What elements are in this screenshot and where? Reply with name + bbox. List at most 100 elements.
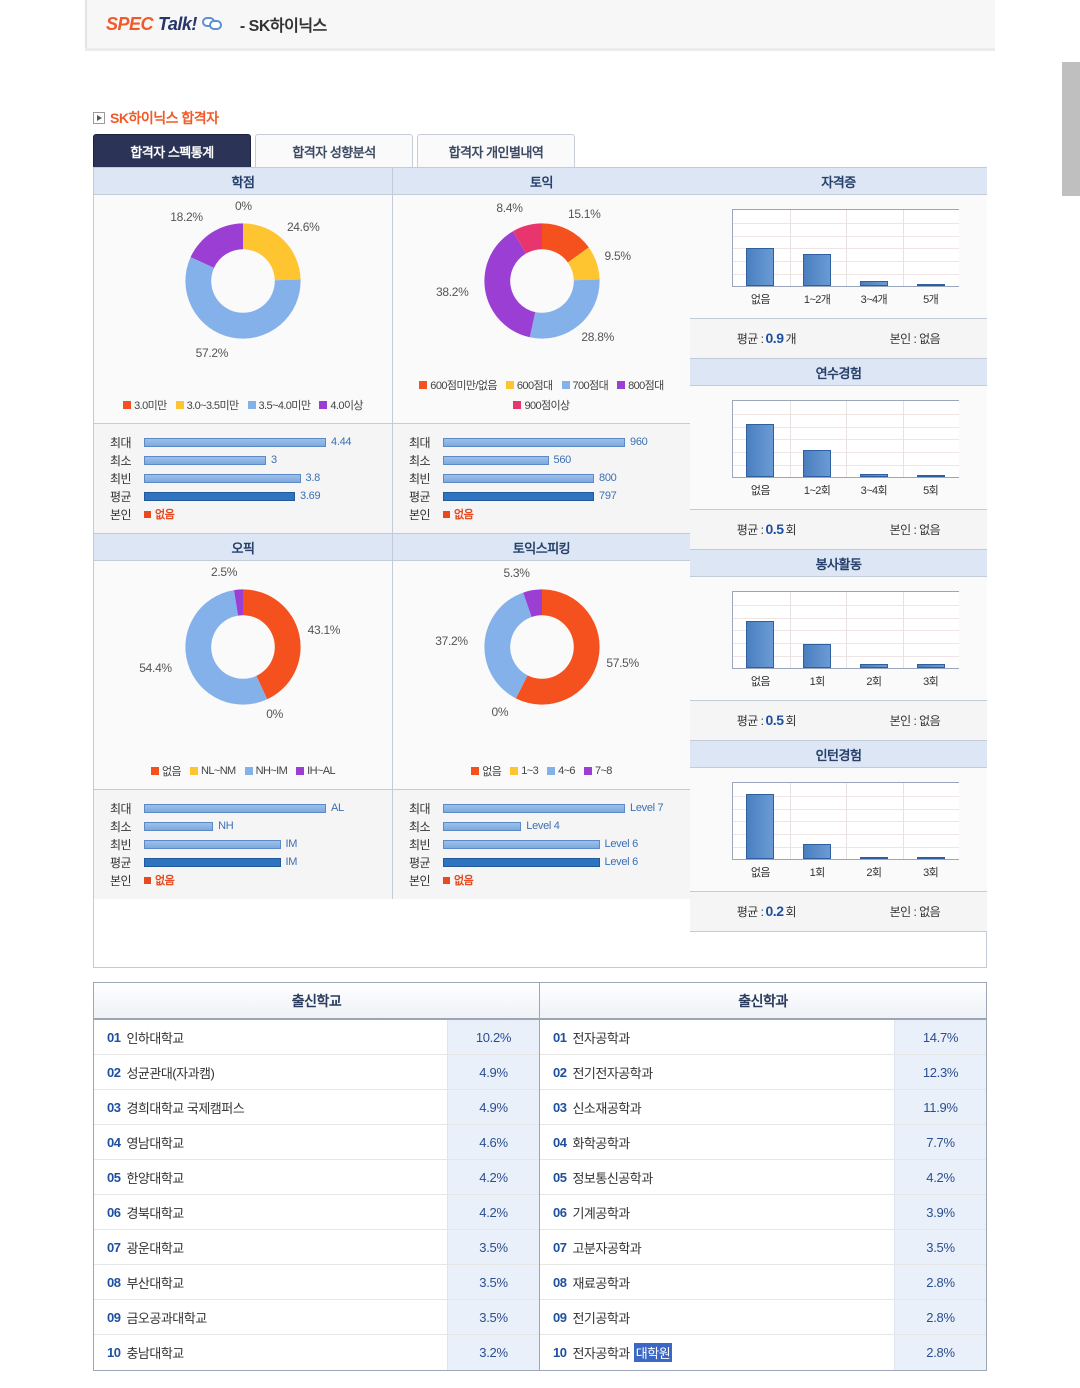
panel-title: 연수경험 bbox=[690, 359, 987, 386]
chart-legend: 없음 1~3 4~6 7~8 bbox=[393, 763, 690, 779]
bar-chart: 없음 1회 2회 3회 bbox=[690, 768, 987, 891]
bar-cell bbox=[789, 591, 846, 668]
table-row[interactable]: 04 영남대학교 4.6% bbox=[94, 1125, 539, 1160]
table-cell-name: 10 충남대학교 bbox=[94, 1343, 447, 1362]
table-entry-name: 고분자공학과 bbox=[572, 1240, 642, 1256]
table-row[interactable]: 03 신소재공학과 11.9% bbox=[540, 1090, 986, 1125]
table-row[interactable]: 04 화학공학과 7.7% bbox=[540, 1125, 986, 1160]
stat-bar-track bbox=[144, 857, 281, 867]
donut-value-label: 0% bbox=[266, 706, 283, 721]
table-row[interactable]: 05 한양대학교 4.2% bbox=[94, 1160, 539, 1195]
table-row[interactable]: 03 경희대학교 국제캠퍼스 4.9% bbox=[94, 1090, 539, 1125]
self-value: 없음 bbox=[155, 875, 175, 887]
spec-panel-2: 토익 15.1% 9.5% 28.8% 38.2% 8.4% 600점미만/없음 600점대 7… bbox=[392, 168, 690, 533]
stat-bar-value: Level 6 bbox=[604, 856, 639, 868]
stat-bar-value: Level 6 bbox=[604, 838, 639, 850]
bar-chart: 없음 1~2개 3~4개 5개 bbox=[690, 195, 987, 318]
bar bbox=[746, 621, 775, 668]
table-row[interactable]: 07 고분자공학과 3.5% bbox=[540, 1230, 986, 1265]
panel-title: 토익스피킹 bbox=[393, 534, 690, 561]
table-rank: 06 bbox=[553, 1204, 567, 1220]
donut-value-label: 37.2% bbox=[435, 633, 468, 648]
table-rank: 05 bbox=[553, 1169, 567, 1185]
legend-swatch bbox=[510, 767, 519, 775]
bar bbox=[916, 475, 945, 477]
bar bbox=[803, 844, 832, 859]
spectalk-logo[interactable]: SPEC Talk! bbox=[87, 14, 224, 35]
self-value-row: 본인 없음 bbox=[110, 505, 376, 523]
table-row[interactable]: 05 정보통신공학과 4.2% bbox=[540, 1160, 986, 1195]
legend-label: 600점미만/없음 bbox=[430, 380, 497, 392]
count-panel: 자격증 없음 1~2개 3~4개 5개 평균 :0.9 개 본인 : 없음 bbox=[690, 168, 987, 359]
stat-bar-value: IM bbox=[285, 856, 298, 868]
table-cell-percent: 3.5% bbox=[894, 1230, 986, 1264]
stat-bar-value: AL bbox=[331, 802, 344, 814]
table-row[interactable]: 09 전기공학과 2.8% bbox=[540, 1300, 986, 1335]
stat-bar-track bbox=[144, 455, 266, 465]
legend-item: 7~8 bbox=[583, 763, 612, 779]
major-table: 출신학과 01 전자공학과 14.7% 02 전기전자공학과 12.3% 03 신소재공학과 1… bbox=[540, 982, 987, 1371]
table-row[interactable]: 10 전자공학과 대학원 2.8% bbox=[540, 1335, 986, 1370]
table-entry-name: 충남대학교 bbox=[126, 1346, 184, 1361]
legend-item: NL~NM bbox=[190, 763, 236, 779]
stat-bar-label: 최대 bbox=[110, 435, 132, 450]
table-row[interactable]: 06 경북대학교 4.2% bbox=[94, 1195, 539, 1230]
bar-cell bbox=[846, 400, 903, 477]
bar bbox=[746, 423, 775, 477]
self-value: 없음 bbox=[454, 509, 474, 521]
table-row[interactable]: 10 충남대학교 3.2% bbox=[94, 1335, 539, 1370]
tab-1[interactable]: 합격자 스펙통계 bbox=[93, 134, 251, 167]
school-table-header: 출신학교 bbox=[94, 983, 539, 1020]
table-row[interactable]: 01 인하대학교 10.2% bbox=[94, 1020, 539, 1055]
self-value-row: 본인 없음 bbox=[409, 505, 674, 523]
bar bbox=[859, 474, 888, 477]
tab-2[interactable]: 합격자 성향분석 bbox=[255, 134, 413, 167]
bar-category-label: 2회 bbox=[866, 676, 882, 688]
self-label: 본인 bbox=[110, 873, 132, 888]
table-row[interactable]: 02 성균관대(자과캠) 4.9% bbox=[94, 1055, 539, 1090]
donut-value-label: 9.5% bbox=[604, 249, 631, 264]
spec-stats-area: 학점 0% 24.6% 57.2% 18.2% 3.0미만 3.0~3.5미만 3.5~4.0… bbox=[93, 167, 987, 968]
stat-bar-label: 최빈 bbox=[110, 837, 132, 852]
stat-bar-label: 최대 bbox=[110, 801, 132, 816]
tab-3[interactable]: 합격자 개인별내역 bbox=[417, 134, 575, 167]
stat-bar-row: 평균 Level 6 bbox=[409, 853, 674, 871]
panel-summary: 평균 :0.9 개 본인 : 없음 bbox=[690, 318, 987, 358]
stat-bar-label: 최소 bbox=[409, 453, 431, 468]
donut-slice bbox=[190, 223, 243, 268]
table-row[interactable]: 08 재료공학과 2.8% bbox=[540, 1265, 986, 1300]
stat-bar-fill bbox=[144, 857, 281, 867]
average-label: 평균 : bbox=[736, 332, 764, 346]
table-rank: 01 bbox=[553, 1029, 567, 1045]
page-scrollbar[interactable] bbox=[1062, 62, 1080, 196]
average-value: 0.5 bbox=[765, 521, 784, 537]
table-row[interactable]: 02 전기전자공학과 12.3% bbox=[540, 1055, 986, 1090]
stat-bar-fill bbox=[144, 491, 296, 501]
bar bbox=[916, 857, 945, 859]
bar bbox=[746, 247, 775, 286]
average-summary: 평균 :0.9 개 bbox=[736, 330, 797, 347]
donut-slice bbox=[483, 592, 532, 699]
table-cell-name: 03 신소재공학과 bbox=[540, 1098, 894, 1117]
stat-bar-label: 최소 bbox=[110, 819, 132, 834]
table-row[interactable]: 01 전자공학과 14.7% bbox=[540, 1020, 986, 1055]
legend-swatch bbox=[583, 767, 592, 775]
average-unit: 회 bbox=[785, 714, 797, 728]
average-unit: 개 bbox=[785, 332, 797, 346]
bar-category-label: 1~2개 bbox=[803, 294, 831, 306]
bar-cell bbox=[732, 782, 789, 859]
donut-chart: 15.1% 9.5% 28.8% 38.2% 8.4% 600점미만/없음 600점대 700… bbox=[393, 195, 690, 423]
table-entry-name: 경북대학교 bbox=[126, 1205, 184, 1221]
table-row[interactable]: 06 기계공학과 3.9% bbox=[540, 1195, 986, 1230]
stat-bar-row: 최빈 3.8 bbox=[110, 469, 376, 487]
table-row[interactable]: 07 광운대학교 3.5% bbox=[94, 1230, 539, 1265]
table-row[interactable]: 09 금오공과대학교 3.5% bbox=[94, 1300, 539, 1335]
stat-bar-row: 최빈 IM bbox=[110, 835, 376, 853]
donut-slice bbox=[567, 247, 600, 281]
legend-label: 4~6 bbox=[558, 765, 575, 777]
table-row[interactable]: 08 부산대학교 3.5% bbox=[94, 1265, 539, 1300]
stat-bar-label: 최소 bbox=[110, 453, 132, 468]
bar bbox=[803, 254, 832, 286]
self-summary: 본인 : 없음 bbox=[889, 523, 941, 537]
self-marker-icon bbox=[144, 510, 151, 518]
